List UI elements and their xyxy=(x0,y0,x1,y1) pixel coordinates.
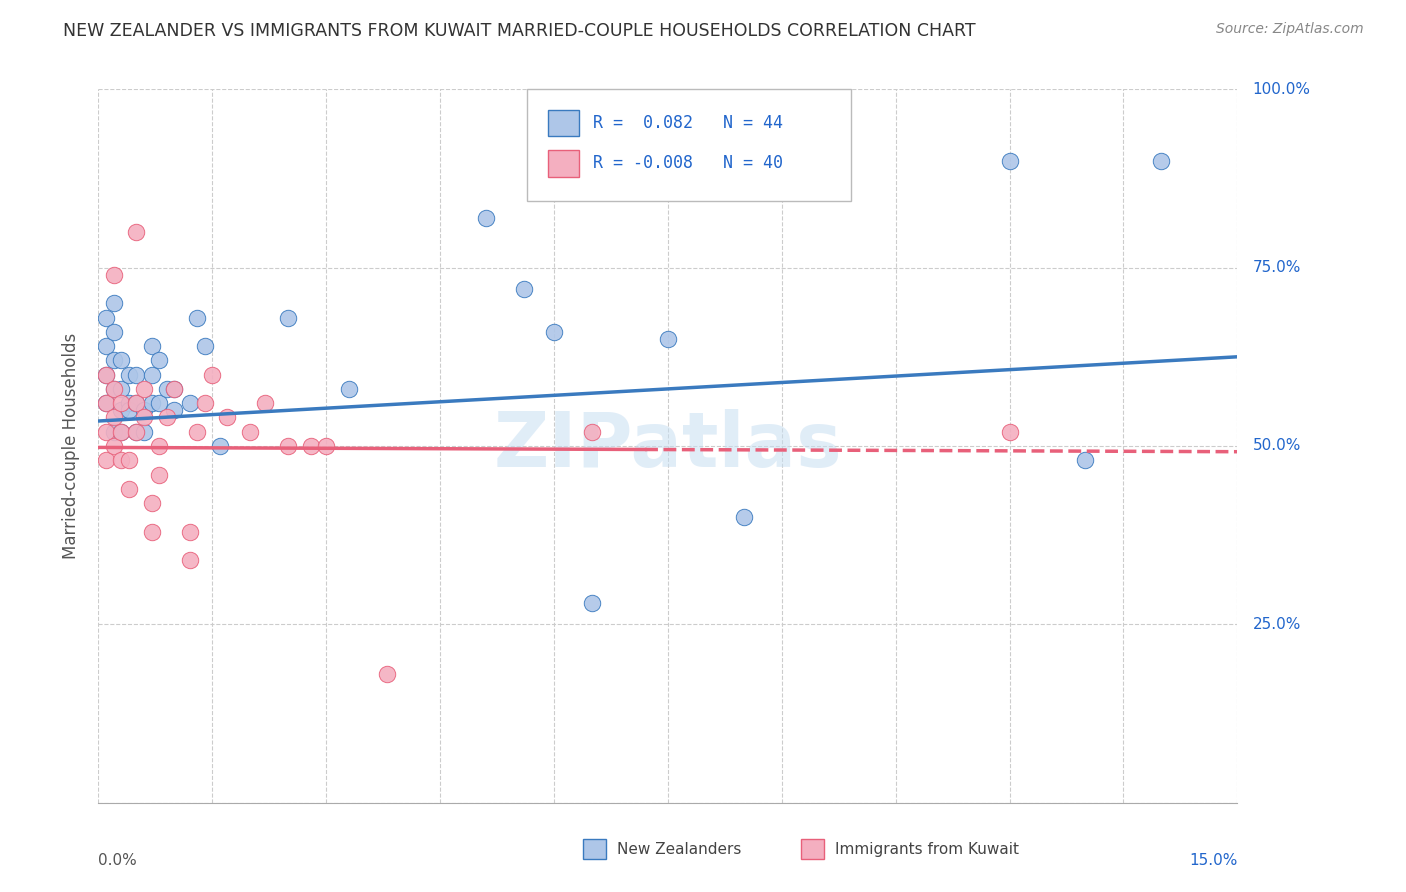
Point xyxy=(733,510,755,524)
Point xyxy=(94,368,117,382)
Point xyxy=(543,325,565,339)
Point xyxy=(103,382,125,396)
Text: NEW ZEALANDER VS IMMIGRANTS FROM KUWAIT MARRIED-COUPLE HOUSEHOLDS CORRELATION CH: NEW ZEALANDER VS IMMIGRANTS FROM KUWAIT … xyxy=(63,22,976,40)
Point xyxy=(94,368,117,382)
Point xyxy=(110,403,132,417)
Point xyxy=(118,453,141,467)
Point xyxy=(141,496,163,510)
Point xyxy=(103,296,125,310)
Point xyxy=(110,453,132,467)
Point xyxy=(132,382,155,396)
Point xyxy=(118,368,141,382)
Text: ZIPatlas: ZIPatlas xyxy=(494,409,842,483)
Point xyxy=(141,368,163,382)
Point xyxy=(186,310,208,325)
Point xyxy=(110,353,132,368)
Point xyxy=(125,425,148,439)
Text: R =  0.082   N = 44: R = 0.082 N = 44 xyxy=(593,114,783,132)
Text: 50.0%: 50.0% xyxy=(1253,439,1301,453)
Point xyxy=(110,382,132,396)
Point xyxy=(194,396,217,410)
Point xyxy=(179,396,201,410)
Y-axis label: Married-couple Households: Married-couple Households xyxy=(62,333,80,559)
Point xyxy=(141,396,163,410)
Point xyxy=(156,382,179,396)
Point xyxy=(118,482,141,496)
Point xyxy=(1074,453,1097,467)
Point xyxy=(125,225,148,239)
Point xyxy=(194,339,217,353)
Point xyxy=(186,425,208,439)
Point xyxy=(94,339,117,353)
Point xyxy=(132,410,155,425)
Point xyxy=(148,439,170,453)
Point xyxy=(254,396,277,410)
Point xyxy=(103,325,125,339)
Point xyxy=(94,453,117,467)
Point xyxy=(103,268,125,282)
Point xyxy=(998,153,1021,168)
Text: Immigrants from Kuwait: Immigrants from Kuwait xyxy=(835,842,1019,856)
Text: 25.0%: 25.0% xyxy=(1253,617,1301,632)
Point xyxy=(277,310,299,325)
Point xyxy=(179,553,201,567)
Point xyxy=(208,439,231,453)
Point xyxy=(375,667,398,681)
Point xyxy=(118,396,141,410)
Point xyxy=(125,396,148,410)
Text: Source: ZipAtlas.com: Source: ZipAtlas.com xyxy=(1216,22,1364,37)
Point xyxy=(103,382,125,396)
Point xyxy=(581,596,603,610)
Point xyxy=(94,396,117,410)
Point xyxy=(156,410,179,425)
Point xyxy=(125,396,148,410)
Point xyxy=(103,439,125,453)
Point xyxy=(1150,153,1173,168)
Point xyxy=(581,425,603,439)
Point xyxy=(110,425,132,439)
Point xyxy=(512,282,534,296)
Point xyxy=(141,524,163,539)
Point xyxy=(94,310,117,325)
Point xyxy=(337,382,360,396)
Text: 100.0%: 100.0% xyxy=(1253,82,1310,96)
Text: R = -0.008   N = 40: R = -0.008 N = 40 xyxy=(593,154,783,172)
Point xyxy=(201,368,224,382)
Point xyxy=(94,425,117,439)
Text: New Zealanders: New Zealanders xyxy=(617,842,741,856)
Point xyxy=(148,467,170,482)
Point xyxy=(103,353,125,368)
Point xyxy=(474,211,496,225)
Point xyxy=(103,410,125,425)
Point xyxy=(299,439,322,453)
Point xyxy=(179,524,201,539)
Point xyxy=(657,332,679,346)
Point xyxy=(315,439,337,453)
Text: 0.0%: 0.0% xyxy=(98,853,138,868)
Point xyxy=(132,403,155,417)
Point xyxy=(148,353,170,368)
Point xyxy=(118,403,141,417)
Text: 75.0%: 75.0% xyxy=(1253,260,1301,275)
Point xyxy=(141,339,163,353)
Point xyxy=(125,368,148,382)
Point xyxy=(94,396,117,410)
Point xyxy=(239,425,262,439)
Point xyxy=(125,425,148,439)
Point xyxy=(277,439,299,453)
Point xyxy=(217,410,239,425)
Point xyxy=(998,425,1021,439)
Point xyxy=(110,396,132,410)
Point xyxy=(163,403,186,417)
Point xyxy=(103,425,125,439)
Point xyxy=(163,382,186,396)
Point xyxy=(110,425,132,439)
Point xyxy=(148,396,170,410)
Text: 15.0%: 15.0% xyxy=(1189,853,1237,868)
Point xyxy=(163,382,186,396)
Point xyxy=(132,425,155,439)
